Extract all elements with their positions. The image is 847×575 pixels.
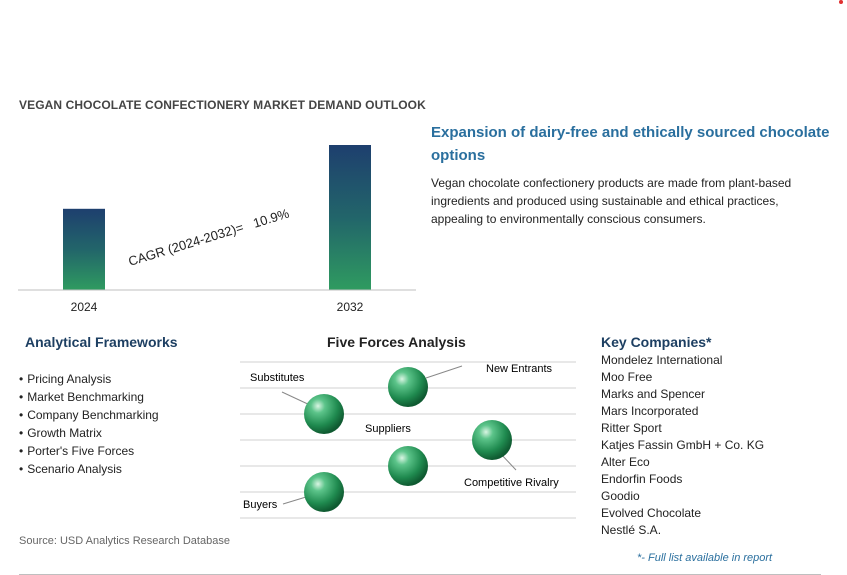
list-item: Alter Eco (601, 455, 650, 469)
list-item: Pricing Analysis (19, 370, 159, 388)
connector-line (425, 365, 463, 379)
label-competitive-rivalry: Competitive Rivalry (464, 477, 559, 489)
label-suppliers: Suppliers (365, 423, 411, 435)
list-item: Market Benchmarking (19, 388, 159, 406)
label-new-entrants: New Entrants (486, 363, 553, 375)
list-item: Goodio (601, 489, 640, 503)
x-tick-label: 2032 (337, 300, 364, 314)
force-sphere-suppliers (388, 446, 428, 486)
highlight-heading: Expansion of dairy-free and ethically so… (431, 124, 830, 164)
list-item: Marks and Spencer (601, 387, 706, 401)
list-item: Ritter Sport (601, 421, 662, 435)
page-title: VEGAN CHOCOLATE CONFECTIONERY MARKET DEM… (19, 98, 426, 112)
connector-line (282, 496, 307, 505)
list-item: Growth Matrix (19, 424, 159, 442)
bar-2032 (329, 145, 371, 290)
source-note: Source: USD Analytics Research Database (19, 535, 230, 547)
list-item: Company Benchmarking (19, 406, 158, 424)
label-substitutes: Substitutes (250, 372, 305, 384)
frameworks-title: Analytical Frameworks (25, 334, 178, 350)
list-item: Evolved Chocolate (601, 506, 702, 520)
list-item: Nestlé S.A. (601, 523, 662, 537)
list-item: Moo Free (601, 370, 653, 384)
list-item: Mars Incorporated (601, 404, 699, 418)
frameworks-list: Pricing Analysis Market Benchmarking Com… (19, 370, 159, 478)
bar-2024 (63, 208, 105, 290)
corner-dot (839, 0, 843, 4)
list-item: Katjes Fassin GmbH + Co. KG (601, 438, 765, 452)
list-item: Scenario Analysis (19, 460, 159, 478)
force-sphere-buyers (304, 472, 344, 512)
highlight-description: Vegan chocolate confectionery products a… (431, 176, 792, 226)
label-buyers: Buyers (243, 499, 278, 511)
force-sphere-substitutes (304, 394, 344, 434)
x-tick-label: 2024 (71, 300, 98, 314)
list-item: Endorfin Foods (601, 472, 683, 486)
five-forces-title: Five Forces Analysis (327, 334, 466, 350)
force-sphere-competitive-rivalry (472, 420, 512, 460)
companies-title: Key Companies* (601, 334, 712, 350)
list-item: Porter's Five Forces (19, 442, 159, 460)
list-item: Mondelez International (601, 353, 723, 367)
companies-list: Mondelez International Moo Free Marks an… (601, 352, 764, 539)
force-sphere-new-entrants (388, 367, 428, 407)
footnote: *- Full list available in report (637, 552, 773, 564)
